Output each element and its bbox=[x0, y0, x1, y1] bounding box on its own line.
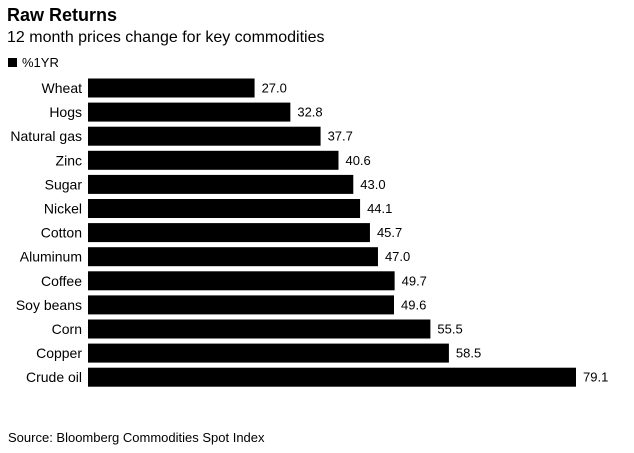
bar bbox=[88, 150, 339, 170]
category-label: Coffee bbox=[41, 273, 82, 289]
bar bbox=[88, 247, 378, 267]
value-label: 58.5 bbox=[456, 346, 481, 361]
value-label: 37.7 bbox=[328, 129, 353, 144]
category-label: Corn bbox=[52, 321, 82, 337]
category-label: Cotton bbox=[41, 225, 82, 241]
legend-swatch bbox=[8, 58, 17, 67]
bar bbox=[88, 319, 431, 339]
value-label: 49.7 bbox=[402, 273, 427, 288]
value-label: 40.6 bbox=[345, 153, 370, 168]
bar bbox=[88, 367, 576, 387]
category-label: Copper bbox=[36, 345, 82, 361]
value-label: 47.0 bbox=[385, 249, 410, 264]
category-label: Hogs bbox=[49, 104, 82, 120]
value-label: 45.7 bbox=[377, 225, 402, 240]
bar bbox=[88, 199, 361, 218]
category-label: Wheat bbox=[42, 80, 83, 96]
bar bbox=[88, 295, 395, 315]
category-label: Nickel bbox=[44, 201, 82, 217]
category-label: Aluminum bbox=[20, 249, 82, 265]
bar bbox=[88, 78, 255, 98]
bar bbox=[88, 126, 321, 146]
value-label: 27.0 bbox=[262, 81, 287, 96]
value-label: 49.6 bbox=[401, 297, 426, 312]
bar bbox=[88, 174, 354, 194]
value-label: 55.5 bbox=[437, 322, 462, 337]
chart-subtitle: 12 month prices change for key commoditi… bbox=[7, 29, 325, 46]
value-label: 32.8 bbox=[297, 105, 322, 120]
chart-legend: %1YR bbox=[8, 55, 59, 70]
category-label: Zinc bbox=[56, 152, 82, 168]
category-label: Natural gas bbox=[10, 128, 82, 144]
bar bbox=[88, 102, 291, 122]
value-label: 43.0 bbox=[360, 177, 385, 192]
bar bbox=[88, 223, 370, 243]
legend-label: %1YR bbox=[22, 55, 59, 70]
value-label: 79.1 bbox=[583, 370, 608, 385]
category-label: Soy beans bbox=[16, 297, 82, 313]
chart-source: Source: Bloomberg Commodities Spot Index bbox=[8, 430, 265, 445]
chart-title: Raw Returns bbox=[7, 5, 118, 25]
category-label: Crude oil bbox=[26, 369, 82, 385]
value-label: 44.1 bbox=[367, 201, 392, 216]
category-label: Sugar bbox=[45, 176, 83, 192]
bar bbox=[88, 271, 395, 291]
bar bbox=[88, 343, 449, 363]
